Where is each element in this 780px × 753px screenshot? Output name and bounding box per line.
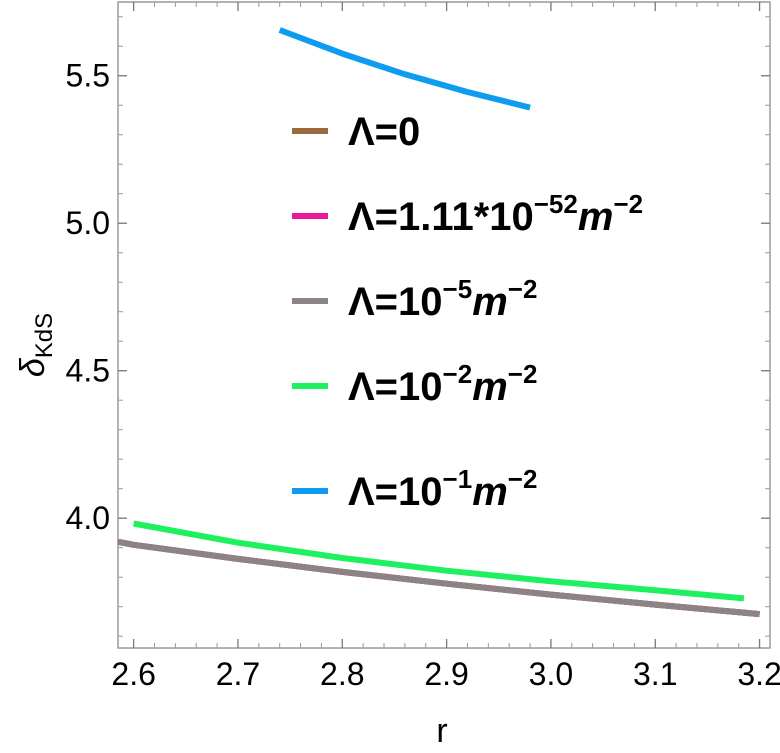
x-axis-title: r (436, 712, 447, 750)
legend-label-base: Λ=1.11*10 (348, 195, 534, 239)
legend-label-exponent: −1 (443, 464, 473, 494)
y-axis-title: δKdS (14, 313, 58, 377)
y-tick-label: 4.5 (66, 353, 110, 389)
x-tick-label: 3.2 (737, 656, 780, 692)
plot-frame (117, 1, 771, 649)
y-tick-label: 5.0 (66, 205, 110, 241)
x-tick-label: 2.9 (424, 656, 468, 692)
legend-label-unit: m (578, 195, 614, 239)
x-tick-label: 3.0 (529, 656, 573, 692)
x-tick-label: 2.6 (111, 656, 155, 692)
legend-label: Λ=10−5m−2 (348, 274, 537, 324)
legend-label-unit: m (472, 280, 508, 324)
series-line-3 (117, 538, 760, 618)
series-line-4 (133, 520, 745, 602)
x-tick-label: 2.7 (216, 656, 260, 692)
x-tick-label: 3.1 (633, 656, 677, 692)
legend-label-base: Λ=0 (348, 110, 420, 154)
y-tick-label: 4.0 (66, 500, 110, 536)
y-axis-title-main: δ (14, 357, 52, 377)
x-tick-label: 2.8 (320, 656, 364, 692)
plot-frame-border (117, 1, 771, 649)
legend-label-exponent: −2 (443, 359, 473, 389)
legend-label: Λ=1.11*10−52m−2 (348, 189, 643, 239)
series-line-5 (278, 27, 531, 111)
legend-label-base: Λ=10 (348, 365, 443, 409)
legend-label-exponent: −5 (443, 274, 473, 304)
y-axis-title-subscript: KdS (31, 313, 58, 358)
legend-label-unit-exponent: −2 (508, 274, 538, 304)
legend-label-base: Λ=10 (348, 280, 443, 324)
legend-label-unit: m (472, 365, 508, 409)
legend-label: Λ=10−1m−2 (348, 464, 537, 514)
series-lines (117, 27, 760, 618)
legend-label-unit-exponent: −2 (613, 189, 643, 219)
legend-label-unit-exponent: −2 (508, 359, 538, 389)
axis-ticks: 2.6 2.7 2.8 2.9 3.0 3.1 3.2 4.0 4.5 5.0 5.5 (66, 2, 780, 692)
legend-label: Λ=0 (348, 110, 420, 154)
y-tick-label: 5.5 (66, 58, 110, 94)
legend-label-unit: m (472, 470, 508, 514)
legend-label-unit-exponent: −2 (508, 464, 538, 494)
legend-label-exponent: −52 (534, 189, 578, 219)
legend-label-base: Λ=10 (348, 470, 443, 514)
legend-label: Λ=10−2m−2 (348, 359, 537, 409)
legend: Λ=0Λ=1.11*10−52m−2Λ=10−5m−2Λ=10−2m−2Λ=10… (292, 110, 643, 514)
